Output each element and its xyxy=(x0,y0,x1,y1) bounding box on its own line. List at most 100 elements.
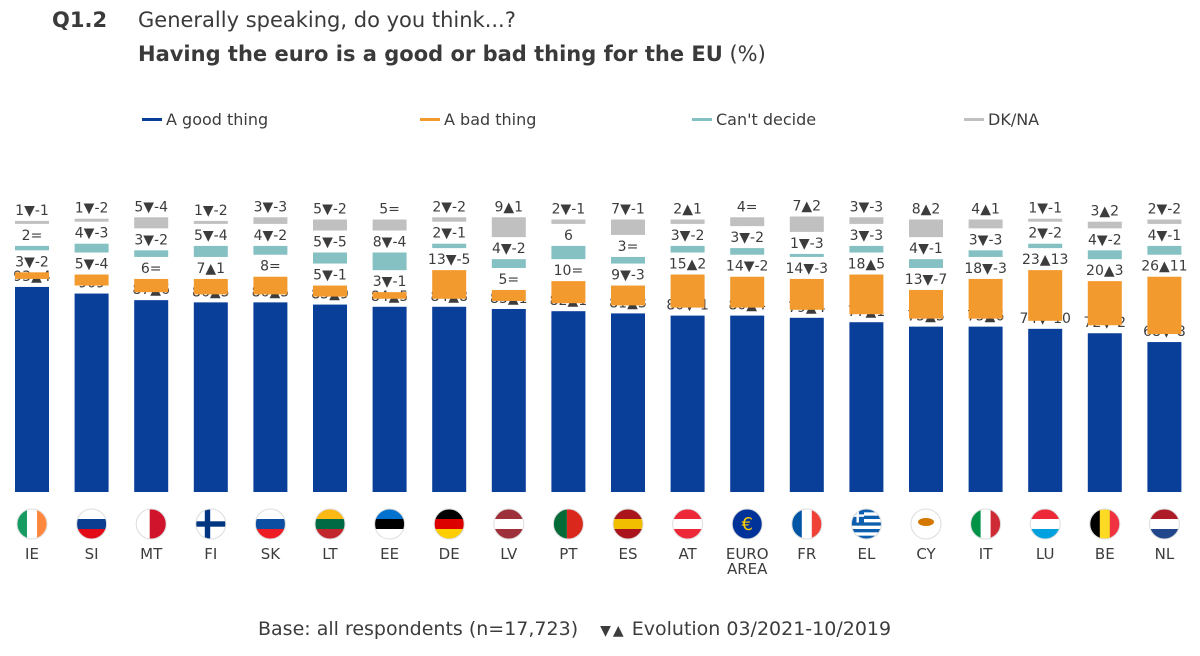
evolution-period: Evolution 03/2021-10/2019 xyxy=(631,618,892,640)
bar-bad-el xyxy=(849,274,884,315)
category-label-lv: LV xyxy=(500,545,518,563)
flag-de-icon xyxy=(434,509,465,539)
bar-dk-cy xyxy=(909,219,943,238)
bar-dk-de xyxy=(432,217,467,222)
label-cant-si: 4▼-3 xyxy=(75,226,109,242)
bar-cant-sk xyxy=(253,245,288,255)
bar-good-cy xyxy=(909,326,943,492)
category-label-euro-area-1: AREA xyxy=(727,560,768,578)
bar-bad-si xyxy=(74,274,109,286)
label-bad-fi: 7▲1 xyxy=(197,261,226,277)
bar-good-fr xyxy=(789,317,824,492)
chart-title-unit: (%) xyxy=(729,42,766,66)
bar-bad-euro-area xyxy=(730,276,765,308)
legend-swatch-dk xyxy=(964,118,984,121)
label-bad-cy: 13▼-7 xyxy=(905,272,948,288)
flag-lt-icon xyxy=(315,509,345,539)
flag-fi-icon xyxy=(195,509,226,539)
bar-dk-el xyxy=(849,217,884,224)
label-dk-ie: 1▼-1 xyxy=(15,203,49,219)
label-bad-si: 5▼-4 xyxy=(75,257,109,273)
bar-bad-fr xyxy=(789,278,824,310)
label-cant-be: 4▼-2 xyxy=(1088,232,1122,248)
category-label-euro-area: EURO xyxy=(726,545,769,563)
flag-euro-area-icon: € xyxy=(732,509,763,539)
legend-label-dk: DK/NA xyxy=(988,110,1039,129)
bar-bad-nl xyxy=(1147,276,1182,335)
svg-text:€: € xyxy=(741,514,752,535)
bar-bad-ee xyxy=(372,292,407,299)
label-dk-euro-area: 4= xyxy=(737,199,758,215)
bar-cant-euro-area xyxy=(730,248,765,255)
bar-dk-ie xyxy=(15,220,49,224)
label-dk-be: 3▲2 xyxy=(1091,204,1120,220)
bar-good-mt xyxy=(134,300,169,492)
bar-dk-be xyxy=(1087,221,1122,229)
bar-dk-nl xyxy=(1147,219,1182,224)
bar-good-lt xyxy=(313,304,347,492)
bar-good-be xyxy=(1087,333,1122,492)
bar-good-it xyxy=(968,326,1003,492)
flag-at-icon xyxy=(672,509,703,539)
category-label-sk: SK xyxy=(261,545,282,563)
category-label-cy: CY xyxy=(916,545,936,563)
legend-swatch-cant xyxy=(692,118,712,121)
flag-ee-icon xyxy=(374,509,405,539)
category-label-es: ES xyxy=(619,545,638,563)
bar-bad-at xyxy=(670,274,705,308)
label-bad-at: 15▲2 xyxy=(669,257,707,273)
label-bad-pt: 10= xyxy=(554,263,584,279)
bar-dk-euro-area xyxy=(730,217,765,227)
label-bad-euro-area: 14▼-2 xyxy=(726,259,769,275)
category-label-el: EL xyxy=(857,545,875,563)
bar-bad-pt xyxy=(551,281,586,304)
label-dk-nl: 2▼-2 xyxy=(1148,202,1182,218)
question-subtitle: Generally speaking, do you think...? xyxy=(138,8,516,32)
flag-cy-icon xyxy=(911,509,941,539)
label-bad-lu: 23▲13 xyxy=(1022,252,1068,268)
label-bad-nl: 26▲11 xyxy=(1141,259,1187,275)
bar-good-ee xyxy=(372,306,407,492)
label-cant-lv: 4▼-2 xyxy=(492,241,526,257)
label-cant-euro-area: 3▼-2 xyxy=(730,230,764,246)
bar-cant-fi xyxy=(193,245,228,257)
label-cant-fi: 5▼-4 xyxy=(194,228,228,244)
flag-ie-icon xyxy=(17,509,47,539)
flag-sk-icon xyxy=(255,509,286,539)
legend-label-bad: A bad thing xyxy=(444,110,536,129)
label-cant-mt: 3▼-2 xyxy=(134,232,168,248)
category-label-de: DE xyxy=(439,545,460,563)
bar-cant-be xyxy=(1087,250,1122,260)
bar-dk-lv xyxy=(491,217,526,238)
category-label-lu: LU xyxy=(1036,545,1055,563)
label-cant-fr: 1▼-3 xyxy=(790,236,824,252)
label-cant-lu: 2▼-2 xyxy=(1028,226,1062,242)
bar-cant-pt xyxy=(551,245,586,260)
chart-title: Having the euro is a good or bad thing f… xyxy=(138,42,766,66)
bar-good-pt xyxy=(551,311,586,492)
bar-good-es xyxy=(611,313,645,492)
label-bad-be: 20▲3 xyxy=(1086,263,1124,279)
label-bad-sk: 8= xyxy=(260,259,281,275)
label-bad-lt: 5▼-1 xyxy=(313,268,347,284)
bar-cant-de xyxy=(432,243,467,249)
base-note: Base: all respondents (n=17,723) xyxy=(258,618,579,640)
label-bad-el: 18▲5 xyxy=(848,257,886,273)
bar-bad-sk xyxy=(253,276,288,295)
flag-nl-icon xyxy=(1149,509,1180,539)
label-dk-lv: 9▲1 xyxy=(495,199,524,215)
bar-dk-ee xyxy=(372,219,407,231)
label-cant-ie: 2= xyxy=(22,228,43,244)
evolution-note: ▼▲ Evolution 03/2021-10/2019 xyxy=(600,618,891,640)
label-dk-fr: 7▲2 xyxy=(793,199,822,215)
legend-label-cant: Can't decide xyxy=(716,110,816,129)
label-cant-sk: 4▼-2 xyxy=(254,228,288,244)
flag-lu-icon xyxy=(1030,509,1061,539)
bar-cant-ee xyxy=(372,252,407,271)
bar-bad-mt xyxy=(134,278,169,293)
bar-bad-cy xyxy=(909,289,943,319)
bar-good-ie xyxy=(15,286,49,492)
chart-footer: Base: all respondents (n=17,723) ▼▲ Evol… xyxy=(258,618,891,640)
bar-good-si xyxy=(74,293,109,492)
label-cant-it: 3▼-3 xyxy=(969,232,1003,248)
